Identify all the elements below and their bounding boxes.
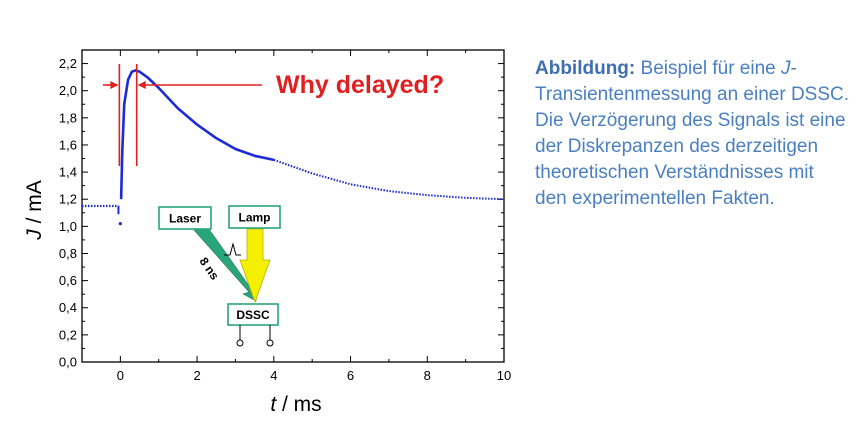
laser-box: [158, 206, 212, 230]
y-axis-unit: / mA: [23, 180, 46, 229]
y-tick-label: 1,6: [59, 137, 77, 152]
x-tick-label: 0: [117, 368, 124, 383]
caption-text-1: Beispiel für eine: [635, 58, 781, 79]
x-tick-label: 6: [347, 368, 354, 383]
y-tick-label: 0,2: [59, 327, 77, 342]
y-axis-label: J / mA: [23, 180, 46, 241]
y-tick-label: 1,4: [59, 165, 77, 180]
y-tick-label: 1,0: [59, 219, 77, 234]
y-axis-symbol: J: [23, 229, 46, 241]
x-tick-label: 8: [424, 368, 431, 383]
transient-chart: 0 2 4 6 8 10 0,0 0,2 0,4 0,6 0,8 1,0 1,2 1,4 1,6 1,8 2,0…: [23, 49, 511, 416]
y-tick-label: 0,6: [59, 273, 77, 288]
lamp-light-arrow: [239, 228, 271, 304]
caption-lead: Abbildung:: [535, 58, 636, 79]
pulse-icon: [224, 242, 241, 256]
annotation-text: Why delayed?: [276, 71, 444, 99]
data-point-dip: [118, 222, 122, 226]
x-tick-label: 4: [270, 368, 277, 383]
dssc-box: [227, 303, 279, 326]
caption-italic-j: J: [781, 58, 791, 79]
terminal-right: [266, 339, 274, 347]
y-tick-label: 1,8: [59, 110, 77, 125]
y-tick-label: 0,0: [59, 355, 77, 370]
y-tick-label: 1,2: [59, 192, 77, 207]
data-series-tail: [273, 158, 505, 201]
lamp-label: Lamp: [238, 211, 270, 225]
pulse-duration-label: 8 ns: [197, 255, 222, 283]
x-axis-symbol: t: [270, 393, 277, 416]
x-axis-label: t / ms: [270, 393, 321, 416]
terminal-left: [236, 339, 244, 347]
y-tick-label: 0,8: [59, 246, 77, 261]
annotation-arrowhead-right: [137, 81, 146, 89]
dssc-label: DSSC: [236, 308, 270, 322]
y-tick-label: 2,2: [59, 56, 77, 71]
x-tick-label: 10: [497, 368, 511, 383]
data-series-main: [119, 69, 275, 200]
figure-caption: Abbildung: Beispiel für eine J-Transient…: [535, 56, 850, 212]
annotation-arrowhead-left: [110, 81, 119, 89]
caption-text-2: -Transientenmessung an einer DSSC. Die V…: [535, 58, 850, 209]
x-axis-unit: / ms: [276, 393, 322, 416]
laser-label: Laser: [169, 212, 201, 226]
y-tick-label: 0,4: [59, 300, 77, 315]
x-tick-label: 2: [193, 368, 200, 383]
lamp-box: [228, 205, 281, 229]
y-tick-label: 2,0: [59, 83, 77, 98]
